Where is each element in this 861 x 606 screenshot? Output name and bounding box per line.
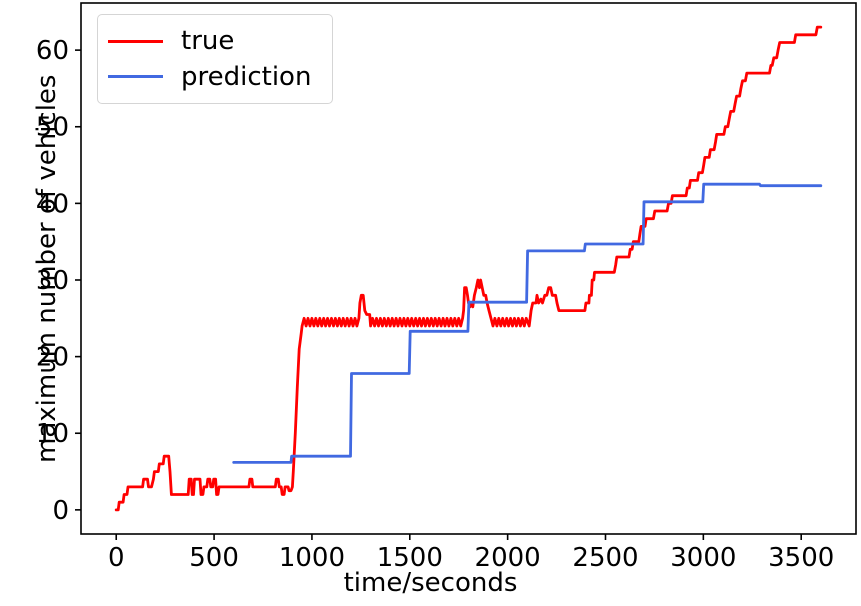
prediction-line: [232, 182, 823, 464]
x-tick-label: 3000: [670, 543, 736, 573]
x-tick-label: 1500: [377, 543, 443, 573]
true-line-swatch: [108, 39, 163, 43]
legend-label-true: true: [181, 26, 235, 57]
true-line: [114, 25, 823, 512]
x-tick-label: 3500: [768, 543, 834, 573]
x-tick-label: 1000: [279, 543, 345, 573]
y-tick-label: 30: [36, 266, 69, 296]
x-tick-label: 2500: [572, 543, 638, 573]
y-tick-label: 40: [36, 189, 69, 219]
y-tick-label: 50: [36, 113, 69, 143]
x-tick-label: 0: [108, 543, 125, 573]
y-tick-label: 60: [36, 36, 69, 66]
legend: true prediction: [97, 14, 333, 104]
legend-item-prediction: prediction: [108, 64, 322, 90]
x-tick-label: 2000: [475, 543, 541, 573]
y-axis-title: maximum number of vehicles: [32, 74, 62, 463]
y-tick-label: 20: [36, 343, 69, 373]
legend-item-true: true: [108, 28, 322, 54]
x-axis-title: time/seconds: [343, 568, 518, 598]
axes-spines: [80, 2, 857, 535]
y-tick-label: 10: [36, 419, 69, 449]
y-tick-label: 0: [52, 496, 69, 526]
legend-label-prediction: prediction: [181, 61, 312, 92]
prediction-line-swatch: [108, 75, 163, 79]
x-tick-label: 500: [189, 543, 239, 573]
